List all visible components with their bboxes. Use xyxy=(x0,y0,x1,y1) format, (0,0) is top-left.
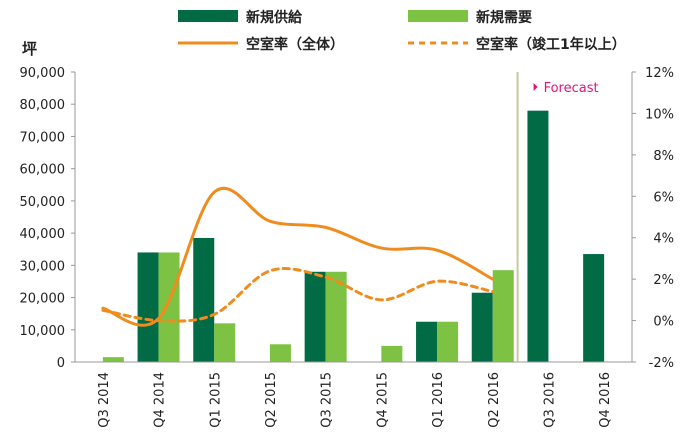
right-axis-ticks: -2% 0% 2% 4% 6% 8% 10% 12% xyxy=(632,66,674,371)
left-tick-label: 80,000 xyxy=(20,98,66,113)
bar-new-demand xyxy=(158,252,180,362)
right-tick-label: 6% xyxy=(653,190,674,205)
left-tick-label: 70,000 xyxy=(20,130,66,145)
forecast-marker: Forecast xyxy=(516,72,599,362)
x-tick-label: Q3 2014 xyxy=(97,372,112,428)
bar-new-demand xyxy=(492,270,514,362)
left-axis-ticks: 0 10,000 20,000 30,000 40,000 50,000 60,000 70,… xyxy=(20,66,75,371)
legend-label: 空室率（竣工1年以上） xyxy=(476,36,626,53)
vacancy-line-over-1yr xyxy=(101,267,495,323)
legend-label: 空室率（全体） xyxy=(246,36,344,53)
left-tick-label: 20,000 xyxy=(20,292,66,307)
axes xyxy=(74,72,633,363)
x-tick-label: Q1 2015 xyxy=(208,372,223,428)
bar-new-demand xyxy=(269,344,291,362)
x-tick-label: Q1 2016 xyxy=(431,372,446,428)
right-tick-label: -2% xyxy=(649,356,674,371)
bar-new-supply xyxy=(416,321,438,362)
left-tick-label: 50,000 xyxy=(20,195,66,210)
right-tick-label: 10% xyxy=(645,107,674,122)
bar-new-supply xyxy=(583,254,605,362)
legend-label: 新規供給 xyxy=(246,9,303,26)
x-tick-label: Q3 2015 xyxy=(320,372,335,428)
bar-new-demand xyxy=(437,321,459,362)
x-tick-label: Q4 2014 xyxy=(153,372,168,428)
bar-new-supply xyxy=(137,252,159,362)
right-tick-label: 12% xyxy=(645,66,674,81)
bar-new-supply xyxy=(304,271,326,362)
bar-new-supply xyxy=(193,237,215,362)
x-tick-label: Q4 2015 xyxy=(375,372,390,428)
left-tick-label: 90,000 xyxy=(20,66,66,81)
bar-new-demand xyxy=(102,357,124,362)
left-tick-label: 40,000 xyxy=(20,227,66,242)
legend-label: 新規需要 xyxy=(476,9,532,26)
x-axis-ticks: Q3 2014 Q4 2014 Q1 2015 Q2 2015 Q3 2015 Q4 20… xyxy=(97,372,613,428)
vacancy-line-total xyxy=(101,186,495,327)
bar-new-supply xyxy=(527,110,549,363)
bar-new-supply xyxy=(471,292,493,362)
forecast-label: Forecast xyxy=(544,81,599,96)
bar-series xyxy=(102,110,605,363)
x-tick-label: Q2 2016 xyxy=(487,372,502,428)
legend-swatch xyxy=(178,10,238,22)
bar-new-demand xyxy=(214,323,236,362)
legend-swatch xyxy=(408,10,468,22)
right-tick-label: 4% xyxy=(653,232,674,247)
x-tick-label: Q3 2016 xyxy=(542,372,557,428)
right-tick-label: 2% xyxy=(653,273,674,288)
right-tick-label: 0% xyxy=(653,315,674,330)
left-axis-unit-label: 坪 xyxy=(22,40,37,58)
left-tick-label: 10,000 xyxy=(20,324,66,339)
line-series xyxy=(101,186,495,327)
bar-new-demand xyxy=(325,271,347,362)
right-tick-label: 8% xyxy=(653,149,674,164)
bar-new-demand xyxy=(381,345,403,362)
forecast-arrow-icon xyxy=(533,83,538,91)
left-tick-label: 30,000 xyxy=(20,259,66,274)
left-tick-label: 60,000 xyxy=(20,163,66,178)
x-tick-label: Q2 2015 xyxy=(264,372,279,428)
left-tick-label: 0 xyxy=(57,356,65,371)
x-tick-label: Q4 2016 xyxy=(598,372,613,428)
